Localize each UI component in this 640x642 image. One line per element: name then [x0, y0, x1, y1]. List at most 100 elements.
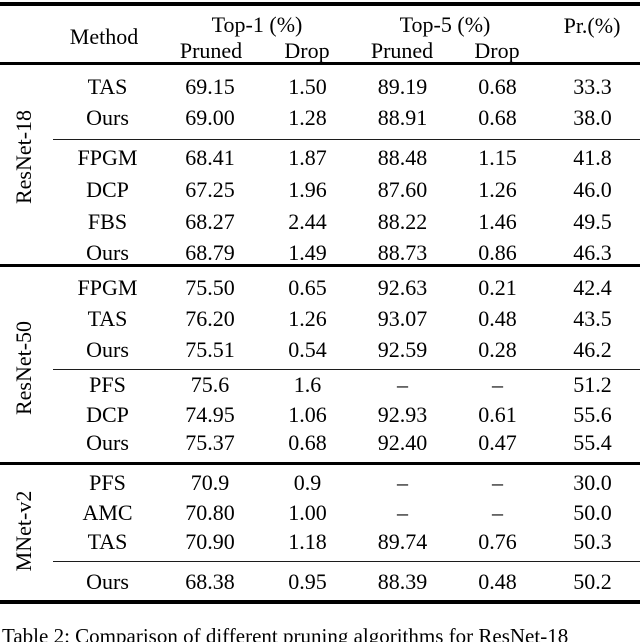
cell-top1-drop: 0.9: [293, 470, 322, 495]
header-method: Method: [69, 24, 139, 49]
cell-top1-pruned: 68.79: [185, 240, 235, 265]
cell-top5-drop: 0.48: [478, 306, 517, 331]
table-row: FPGM 75.50 0.65 92.63 0.21 42.4: [55, 272, 640, 304]
cell-top5-drop: 1.26: [478, 177, 517, 202]
table-row: PFS 70.9 0.9 – – 30.0: [55, 467, 640, 499]
table-row: AMC 70.80 1.00 – – 50.0: [55, 497, 640, 529]
cell-top1-pruned: 70.9: [190, 470, 230, 495]
cell-top5-drop: –: [492, 500, 503, 525]
cell-top5-pruned: 88.73: [377, 240, 428, 265]
cell-top1-drop: 1.06: [288, 402, 327, 427]
cell-top5-drop: 1.46: [478, 209, 517, 234]
cell-top1-pruned: 69.15: [185, 74, 235, 99]
cell-method: TAS: [87, 529, 128, 554]
cell-method: DCP: [86, 402, 129, 427]
cell-top1-pruned: 70.80: [185, 500, 235, 525]
table-row: TAS 69.15 1.50 89.19 0.68 33.3: [55, 71, 640, 103]
rule-bottom: [0, 600, 640, 604]
table-row: Ours 68.79 1.49 88.73 0.86 46.3: [55, 237, 640, 269]
cell-pr: 55.6: [573, 402, 612, 427]
header-top5: Top-5 (%): [399, 12, 491, 37]
cell-method: Ours: [86, 569, 129, 594]
cell-top5-pruned: 93.07: [377, 306, 428, 331]
cell-top1-pruned: 68.38: [185, 569, 235, 594]
header-pr: Pr.(%): [563, 13, 621, 38]
cell-top1-drop: 1.00: [288, 500, 327, 525]
cell-top1-drop: 1.87: [288, 145, 327, 170]
cell-top5-drop: 0.86: [478, 240, 517, 265]
cell-top5-drop: –: [492, 470, 503, 495]
rule-group1-inner: [53, 139, 640, 140]
cell-method: AMC: [82, 500, 133, 525]
cell-top1-pruned: 67.25: [185, 177, 235, 202]
rule-below-header: [0, 62, 640, 65]
cell-pr: 50.0: [573, 500, 612, 525]
cell-top5-pruned: –: [397, 470, 408, 495]
cell-top5-pruned: 88.48: [377, 145, 428, 170]
cell-top1-drop: 0.54: [288, 337, 327, 362]
cell-top5-drop: 0.47: [478, 430, 517, 455]
group-label-resnet18: ResNet-18: [11, 109, 36, 205]
cell-top5-pruned: 88.39: [377, 569, 428, 594]
cell-top1-drop: 0.95: [288, 569, 327, 594]
table-row: TAS 76.20 1.26 93.07 0.48 43.5: [55, 303, 640, 335]
cell-top1-pruned: 68.27: [185, 209, 235, 234]
cell-top5-pruned: 92.59: [377, 337, 428, 362]
cell-top5-drop: 0.61: [478, 402, 517, 427]
cell-top5-drop: 0.76: [478, 529, 517, 554]
rule-group3-inner: [53, 561, 640, 562]
cell-top1-drop: 0.68: [288, 430, 327, 455]
header-top1-pruned: Pruned: [179, 38, 243, 63]
cell-method: PFS: [89, 470, 126, 495]
cell-top1-pruned: 70.90: [185, 529, 235, 554]
cell-top5-drop: 0.68: [478, 74, 517, 99]
cell-top1-drop: 1.18: [288, 529, 327, 554]
cell-method: Ours: [86, 430, 129, 455]
cell-top5-drop: 0.21: [478, 275, 517, 300]
cell-pr: 41.8: [573, 145, 612, 170]
cell-pr: 51.2: [573, 372, 612, 397]
cell-method: TAS: [87, 306, 128, 331]
cell-top1-drop: 1.28: [288, 105, 327, 130]
cell-pr: 49.5: [573, 209, 612, 234]
cell-top5-pruned: 92.40: [377, 430, 428, 455]
cell-top5-pruned: –: [397, 372, 408, 397]
cell-top1-pruned: 74.95: [185, 402, 235, 427]
cell-method: FBS: [87, 209, 128, 234]
cell-pr: 43.5: [573, 306, 612, 331]
table-row: DCP 67.25 1.96 87.60 1.26 46.0: [55, 174, 640, 206]
cell-pr: 46.2: [573, 337, 612, 362]
cell-pr: 42.4: [573, 275, 612, 300]
cell-top1-pruned: 75.6: [190, 372, 230, 397]
header-top1: Top-1 (%): [211, 12, 303, 37]
cell-top5-drop: 0.48: [478, 569, 517, 594]
group-label-mnetv2: MNet-v2: [11, 490, 36, 572]
cell-pr: 50.3: [573, 529, 612, 554]
cell-pr: 38.0: [573, 105, 612, 130]
cell-top1-pruned: 76.20: [185, 306, 235, 331]
table-row: FBS 68.27 2.44 88.22 1.46 49.5: [55, 206, 640, 238]
cell-top5-drop: 0.28: [478, 337, 517, 362]
cell-top1-drop: 1.50: [288, 74, 327, 99]
cell-pr: 30.0: [573, 470, 612, 495]
table-row: FPGM 68.41 1.87 88.48 1.15 41.8: [55, 142, 640, 174]
header-top1-drop: Drop: [284, 38, 330, 63]
cell-top5-pruned: 88.91: [377, 105, 428, 130]
cell-top5-pruned: 87.60: [377, 177, 428, 202]
table-row: PFS 75.6 1.6 – – 51.2: [55, 369, 640, 401]
cell-pr: 55.4: [573, 430, 612, 455]
header-top5-pruned: Pruned: [370, 38, 434, 63]
cell-top5-drop: 0.68: [478, 105, 517, 130]
table-row: Ours 69.00 1.28 88.91 0.68 38.0: [55, 102, 640, 134]
cell-top5-pruned: 92.63: [377, 275, 428, 300]
cell-top1-pruned: 69.00: [185, 105, 235, 130]
cell-top1-drop: 2.44: [288, 209, 327, 234]
cell-top1-pruned: 75.37: [185, 430, 235, 455]
table-row: Ours 75.51 0.54 92.59 0.28 46.2: [55, 334, 640, 366]
cell-method: Ours: [86, 337, 129, 362]
cell-top1-pruned: 75.51: [185, 337, 235, 362]
table-caption: Table 2: Comparison of different pruning…: [2, 624, 569, 642]
cell-method: Ours: [86, 105, 129, 130]
cell-pr: 46.3: [573, 240, 612, 265]
